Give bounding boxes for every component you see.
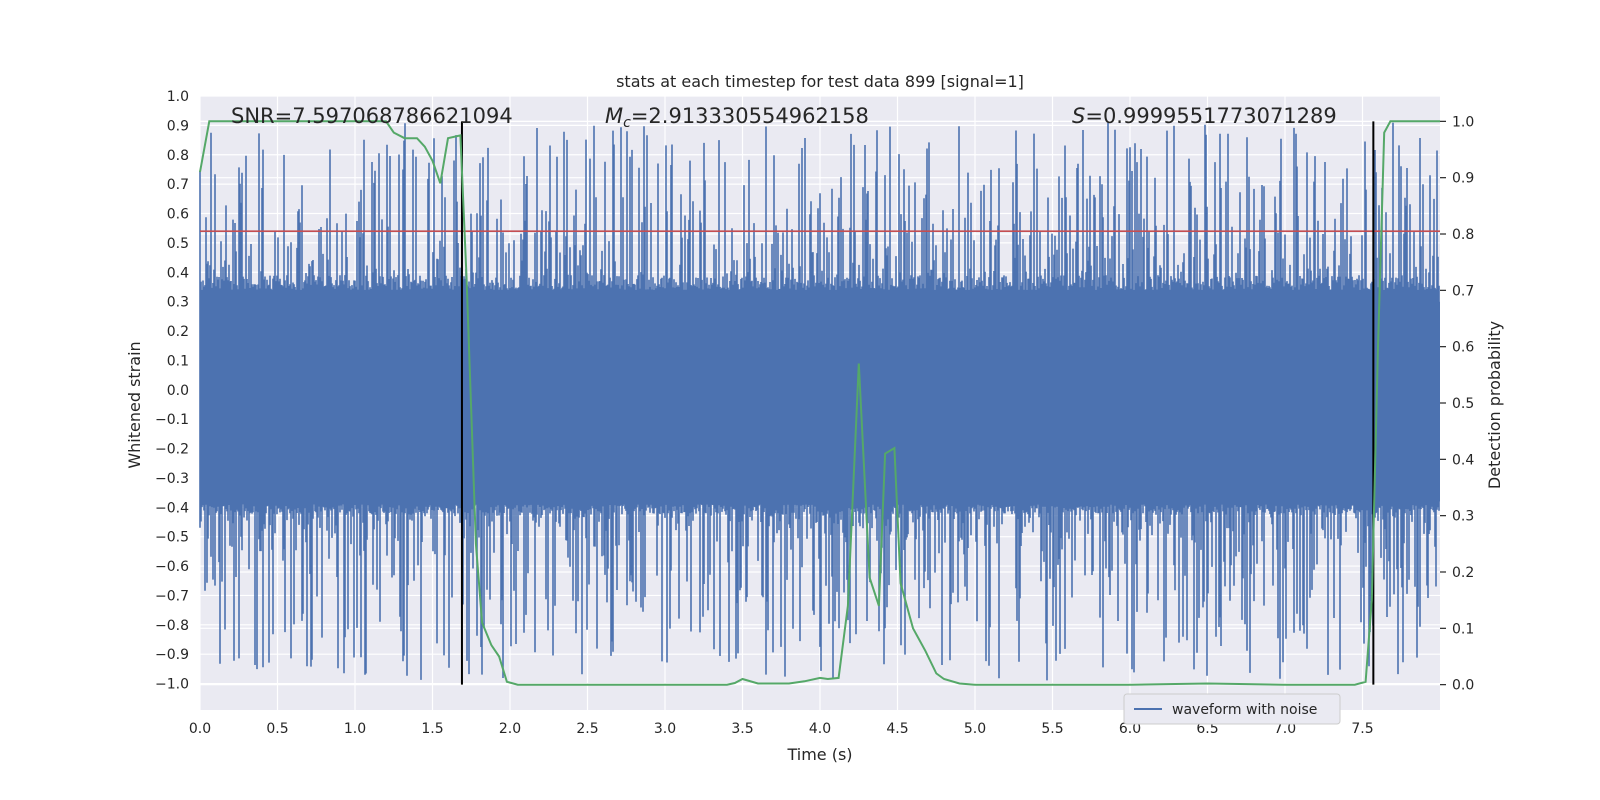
snr-annotation: SNR=7.597068786621094 — [231, 104, 513, 128]
x-tick-label: 2.5 — [576, 721, 598, 737]
x-tick-label: 1.5 — [421, 721, 443, 737]
x-tick-label: 0.0 — [189, 721, 211, 737]
y-tick-label: −0.4 — [155, 500, 189, 516]
x-tick-label: 1.0 — [344, 721, 366, 737]
x-tick-labels: 0.0 0.5 1.0 1.5 2.0 2.5 3.0 3.5 4.0 4.5 5.0 5.5 6.0 6… — [189, 721, 1374, 737]
y-tick-label: 0.3 — [167, 295, 189, 311]
y-tick-label: 0.6 — [167, 207, 189, 223]
right-y-tick-label: 0.8 — [1452, 227, 1474, 243]
y-tick-label: 0.7 — [167, 177, 189, 193]
y-tick-label: 0.0 — [167, 383, 189, 399]
y-tick-label: 0.5 — [167, 236, 189, 252]
right-y-tick-label: 0.1 — [1452, 621, 1474, 637]
y-axis-label: Whitened strain — [125, 341, 144, 468]
y-tick-label: 0.9 — [167, 118, 189, 134]
y-tick-label: −0.5 — [155, 530, 189, 546]
y-tick-label: 0.1 — [167, 353, 189, 369]
legend-box — [1123, 693, 1341, 725]
y-tick-label: −0.6 — [155, 559, 189, 575]
x-tick-label: 5.5 — [1041, 721, 1063, 737]
y-tick-labels: 1.0 0.9 0.8 0.7 0.6 0.5 0.4 0.3 0.2 0.1 0.0 −0.1 −0.… — [155, 89, 189, 693]
x-tick-label: 0.5 — [266, 721, 288, 737]
detection-probability-line — [199, 120, 1440, 686]
y-tick-label: −0.1 — [155, 412, 189, 428]
legend-label: waveform with noise — [1172, 702, 1317, 718]
x-tick-label: 3.5 — [731, 721, 753, 737]
x-tick-label: 6.0 — [1119, 721, 1141, 737]
right-y-tick-label: 0.5 — [1452, 396, 1474, 412]
right-y-tick-label: 0.0 — [1452, 678, 1474, 694]
x-axis-label: Time (s) — [786, 745, 852, 764]
chart-title: stats at each timestep for test data 899… — [616, 72, 1024, 91]
right-y-tick-label: 0.7 — [1452, 283, 1474, 299]
y-tick-label: 0.4 — [167, 265, 189, 281]
legend: waveform with noise — [1123, 693, 1341, 725]
s-symbol: S — [1072, 104, 1085, 128]
y-tick-label: −0.7 — [155, 588, 189, 604]
chirp-mass-symbol: M — [605, 104, 623, 128]
right-y-tick-label: 0.2 — [1452, 565, 1474, 581]
y-tick-label: −0.8 — [155, 618, 189, 634]
y-tick-label: −0.3 — [155, 471, 189, 487]
y-tick-label: 1.0 — [167, 89, 189, 105]
y-tick-label: −0.9 — [155, 647, 189, 663]
right-y-tick-label: 0.9 — [1452, 171, 1474, 187]
x-tick-label: 3.0 — [654, 721, 676, 737]
s-annotation: S=0.9999551773071289 — [1072, 104, 1337, 128]
right-y-tick-label: 0.3 — [1452, 509, 1474, 525]
chirp-mass-annotation: Mc=2.913330554962158 — [605, 104, 869, 131]
x-tick-label: 7.0 — [1274, 721, 1296, 737]
x-tick-label: 5.0 — [964, 721, 986, 737]
chirp-mass-subscript: c — [623, 115, 631, 131]
strain-series-waveform-with-noise — [199, 122, 1440, 681]
y-tick-label: 0.2 — [167, 324, 189, 340]
y-tick-label: 0.8 — [167, 148, 189, 164]
x-tick-label: 7.5 — [1351, 721, 1373, 737]
x-tick-label: 4.5 — [886, 721, 908, 737]
right-y-axis-label: Detection probability — [1485, 321, 1504, 489]
chirp-mass-value: =2.913330554962158 — [631, 104, 869, 128]
right-y-tick-label: 0.4 — [1452, 452, 1474, 468]
s-value: =0.9999551773071289 — [1085, 104, 1336, 128]
y-tick-label: −0.2 — [155, 442, 189, 458]
x-tick-label: 6.5 — [1196, 721, 1218, 737]
right-y-tick-labels: 1.0 0.9 0.8 0.7 0.6 0.5 0.4 0.3 0.2 0.1 0.0 — [1440, 114, 1474, 694]
x-tick-label: 2.0 — [499, 721, 521, 737]
right-y-tick-label: 0.6 — [1452, 340, 1474, 356]
marker-lines — [460, 121, 1375, 685]
strain-core-band — [200, 301, 1440, 502]
y-tick-label: −1.0 — [155, 677, 189, 693]
right-y-tick-label: 1.0 — [1452, 114, 1474, 130]
x-tick-label: 4.0 — [809, 721, 831, 737]
